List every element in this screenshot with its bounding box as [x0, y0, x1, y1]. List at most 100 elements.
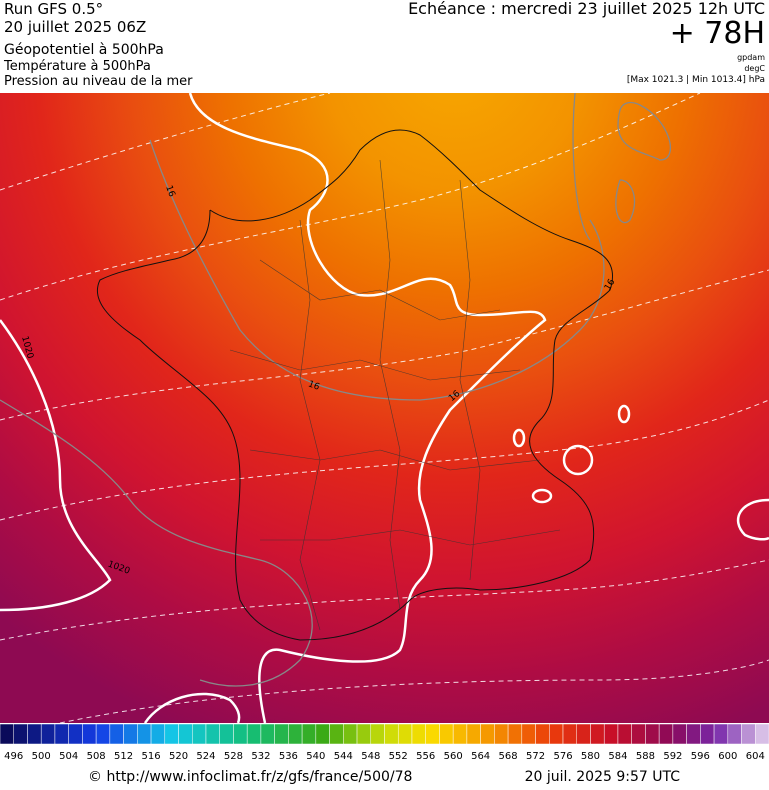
color-swatch	[356, 723, 372, 745]
color-swatch	[0, 723, 14, 745]
timestamp: 20 juil. 2025 9:57 UTC	[525, 769, 681, 785]
color-swatch	[384, 723, 399, 745]
color-swatch	[645, 723, 660, 745]
color-swatch	[260, 723, 275, 745]
valid-time: Echéance : mercredi 23 juillet 2025 12h …	[408, 0, 765, 18]
geopotential-lines	[0, 92, 769, 724]
color-swatch	[370, 723, 385, 745]
layer-label: Pression au niveau de la mer	[4, 74, 193, 89]
pressure-range: [Max 1021.3 | Min 1013.4] hPa	[627, 75, 765, 85]
coastline	[96, 129, 614, 641]
color-swatch	[439, 723, 454, 745]
colorbar-label: 576	[553, 751, 572, 762]
colorbar-label: 596	[691, 751, 710, 762]
color-swatch	[672, 723, 687, 745]
color-swatch	[13, 723, 28, 745]
colorbar: 496 500 504 508 512 516 520 524 528 532 536 540 544 5…	[0, 723, 769, 762]
color-swatch	[411, 723, 426, 745]
color-swatch	[288, 723, 303, 745]
color-swatch	[631, 723, 646, 745]
color-swatch	[150, 723, 166, 745]
color-swatch	[329, 723, 344, 745]
colorbar-label: 548	[361, 751, 380, 762]
colorbar-label: 592	[663, 751, 682, 762]
colorbar-label: 556	[416, 751, 435, 762]
color-swatch	[40, 723, 56, 745]
source-url: © http://www.infoclimat.fr/z/gfs/france/…	[88, 769, 412, 785]
color-swatch	[535, 723, 550, 745]
color-swatch	[109, 723, 124, 745]
run-date: 20 juillet 2025 06Z	[4, 18, 146, 36]
color-swatch	[123, 723, 138, 745]
color-swatch	[603, 723, 619, 745]
color-swatch	[576, 723, 591, 745]
colorbar-label: 588	[636, 751, 655, 762]
colorbar-label: 584	[608, 751, 627, 762]
colorbar-label: 512	[114, 751, 133, 762]
color-swatch	[95, 723, 111, 745]
color-swatch	[713, 723, 729, 745]
run-label: Run GFS 0.5°	[4, 0, 103, 18]
color-swatch	[686, 723, 701, 745]
contour-label: 16	[307, 379, 321, 392]
color-swatch	[755, 723, 769, 745]
color-swatch	[617, 723, 632, 745]
colorbar-label: 568	[499, 751, 518, 762]
colorbar-label: 520	[169, 751, 188, 762]
colorbar-label: 560	[444, 751, 463, 762]
color-swatch	[480, 723, 495, 745]
color-swatch	[521, 723, 536, 745]
color-swatch	[301, 723, 317, 745]
lead-time: + 78H	[670, 16, 765, 51]
colorbar-label: 524	[196, 751, 215, 762]
colorbar-label: 496	[4, 751, 23, 762]
isotherm-lines	[0, 92, 769, 724]
color-swatch	[178, 723, 193, 745]
colorbar-label: 604	[746, 751, 765, 762]
color-swatch	[507, 723, 523, 745]
color-swatch	[205, 723, 220, 745]
colorbar-label: 516	[142, 751, 161, 762]
color-swatch	[727, 723, 742, 745]
color-swatch	[590, 723, 605, 745]
color-swatch	[549, 723, 564, 745]
color-swatch	[82, 723, 97, 745]
color-swatch	[233, 723, 248, 745]
color-swatch	[219, 723, 234, 745]
color-swatch	[343, 723, 358, 745]
layer-label: Température à 500hPa	[3, 59, 151, 74]
color-swatch	[315, 723, 330, 745]
colorbar-label: 508	[87, 751, 106, 762]
colorbar-label: 600	[718, 751, 737, 762]
color-swatch	[246, 723, 262, 745]
colorbar-label: 564	[471, 751, 490, 762]
isobar-lines	[0, 92, 671, 687]
color-swatch	[68, 723, 83, 745]
color-swatch	[494, 723, 509, 745]
color-swatch	[27, 723, 42, 745]
contour-label: 16	[163, 184, 176, 198]
colorbar-label: 540	[306, 751, 325, 762]
color-swatch	[425, 723, 440, 745]
color-swatch	[562, 723, 578, 745]
department-borders	[229, 159, 561, 631]
colorbar-label: 544	[334, 751, 353, 762]
color-swatch	[137, 723, 152, 745]
color-swatch	[700, 723, 715, 745]
colorbar-label: 528	[224, 751, 243, 762]
layer-label: Géopotentiel à 500hPa	[4, 42, 164, 58]
colorbar-label: 536	[279, 751, 298, 762]
color-swatch	[466, 723, 481, 745]
color-swatch	[658, 723, 674, 745]
color-swatch	[164, 723, 179, 745]
color-swatch	[54, 723, 69, 745]
colorbar-label: 572	[526, 751, 545, 762]
colorbar-label: 532	[251, 751, 270, 762]
colorbar-label: 552	[389, 751, 408, 762]
color-swatch	[452, 723, 468, 745]
unit-label: gpdam	[737, 53, 765, 62]
colorbar-label: 500	[32, 751, 51, 762]
